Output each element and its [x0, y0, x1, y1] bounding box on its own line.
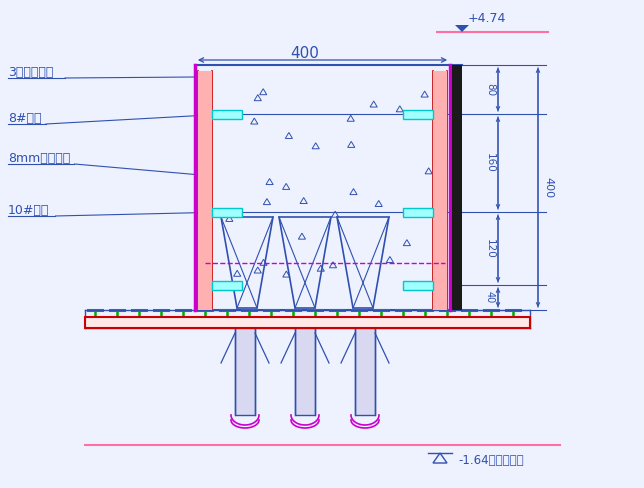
Text: 160: 160 [485, 153, 495, 173]
Polygon shape [455, 25, 469, 32]
Bar [452, 65, 462, 310]
Text: +4.74: +4.74 [468, 12, 506, 24]
Bar [235, 328, 255, 415]
Bar [295, 328, 315, 415]
Text: 400: 400 [290, 45, 319, 61]
Bar [355, 328, 375, 415]
Bar [198, 71, 212, 310]
Text: 400: 400 [543, 177, 553, 198]
Text: 8#槽钢: 8#槽钢 [8, 111, 41, 124]
Text: 40: 40 [485, 291, 495, 304]
Text: 10#槽钢: 10#槽钢 [8, 203, 50, 217]
Text: -1.64平均低潮位: -1.64平均低潮位 [458, 453, 524, 467]
Bar [403, 109, 433, 119]
Text: 8mm厚度钢板: 8mm厚度钢板 [8, 151, 70, 164]
Bar [433, 71, 447, 310]
Bar [85, 317, 530, 328]
Text: 80: 80 [485, 83, 495, 96]
Bar [403, 281, 433, 289]
Bar [403, 207, 433, 217]
Text: 120: 120 [485, 239, 495, 258]
Text: 3道外桁架框: 3道外桁架框 [8, 65, 53, 79]
Bar [212, 281, 242, 289]
Bar [212, 207, 242, 217]
Bar [212, 109, 242, 119]
